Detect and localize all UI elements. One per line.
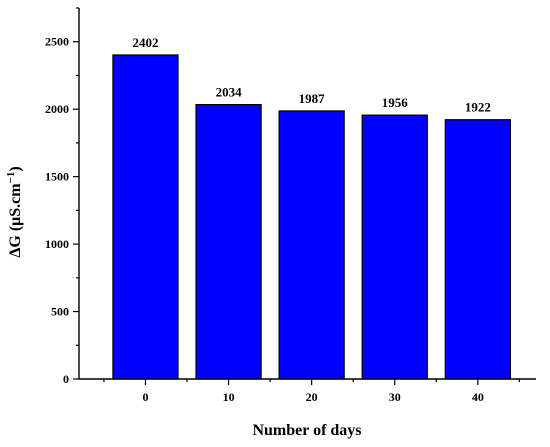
y-tick-label: 1500 bbox=[45, 170, 69, 184]
y-axis-title-exponent: −1 bbox=[5, 172, 17, 184]
y-axis-title-suffix: ) bbox=[7, 166, 24, 171]
x-axis-title: Number of days bbox=[252, 422, 361, 439]
x-tick-label: 0 bbox=[142, 390, 148, 404]
y-tick-label: 2000 bbox=[45, 102, 69, 116]
bars-group bbox=[112, 54, 511, 380]
bar bbox=[112, 54, 179, 380]
y-axis-title-prefix: ΔG (μS.cm bbox=[7, 183, 24, 258]
x-tick-label: 20 bbox=[306, 390, 318, 404]
x-tick-label: 10 bbox=[223, 390, 235, 404]
y-tick-label: 0 bbox=[63, 372, 69, 386]
bar bbox=[444, 119, 511, 380]
y-tick-label: 2500 bbox=[45, 35, 69, 49]
x-tick-label: 30 bbox=[389, 390, 401, 404]
data-label: 2034 bbox=[216, 85, 243, 100]
y-tick-label: 1000 bbox=[45, 237, 69, 251]
data-label: 1956 bbox=[382, 95, 409, 110]
data-label: 1922 bbox=[465, 100, 491, 115]
bar bbox=[361, 114, 428, 380]
y-axis-title: ΔG (μS.cm−1) bbox=[5, 166, 24, 257]
bar bbox=[195, 103, 262, 380]
bar bbox=[278, 110, 345, 380]
data-label: 2402 bbox=[132, 35, 158, 50]
data-labels-group: 2402 2034 1987 1956 1922 bbox=[132, 35, 490, 115]
data-label: 1987 bbox=[299, 91, 326, 106]
y-axis: 0 500 1000 1500 2000 2500 bbox=[45, 7, 80, 386]
x-axis: 0102030405060 bbox=[79, 378, 536, 404]
y-tick-label: 500 bbox=[51, 305, 69, 319]
x-tick-label: 40 bbox=[472, 390, 484, 404]
